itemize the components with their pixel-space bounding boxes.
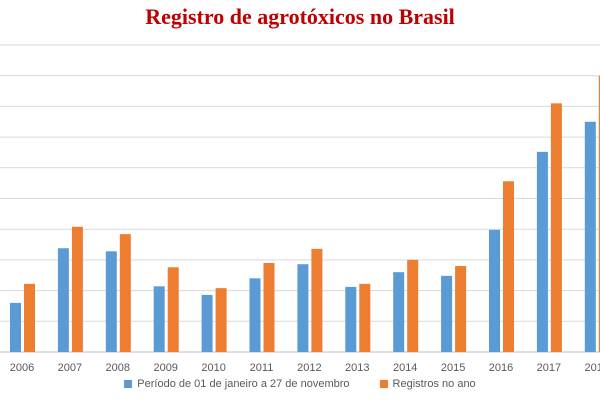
legend-item-year: Registros no ano xyxy=(379,378,476,390)
bar-period-2013 xyxy=(345,286,357,352)
x-tick-label: 2013 xyxy=(345,362,369,374)
bar-period-2008 xyxy=(105,251,117,352)
x-tick-label: 2008 xyxy=(106,362,130,374)
x-tick-label: 2006 xyxy=(10,362,34,374)
bar-period-2006 xyxy=(10,302,21,352)
bar-year-2007 xyxy=(71,226,83,352)
legend-item-period: Período de 01 de janeiro a 27 de novembr… xyxy=(124,378,350,390)
bar-period-2017 xyxy=(536,151,548,352)
bar-period-2015 xyxy=(441,275,453,352)
bar-year-2015 xyxy=(455,266,467,352)
bar-period-2018 xyxy=(584,121,596,352)
x-tick-label: 2007 xyxy=(58,362,82,374)
x-tick-label: 2014 xyxy=(393,362,417,374)
legend: Período de 01 de janeiro a 27 de novembr… xyxy=(0,378,600,390)
bar-period-2009 xyxy=(153,286,165,352)
x-tick-label: 2017 xyxy=(537,362,561,374)
bar-year-2009 xyxy=(167,267,179,352)
bar-year-2012 xyxy=(311,248,323,352)
bar-period-2014 xyxy=(393,272,405,352)
x-tick-label: 2018 xyxy=(585,362,600,374)
x-tick-label: 2012 xyxy=(297,362,321,374)
bar-period-2011 xyxy=(249,278,261,352)
legend-label: Período de 01 de janeiro a 27 de novembr… xyxy=(137,378,350,390)
chart-title: Registro de agrotóxicos no Brasil xyxy=(145,4,455,29)
x-tick-label: 2009 xyxy=(153,362,177,374)
bar-period-2010 xyxy=(201,294,213,352)
legend-swatch-orange xyxy=(379,380,388,388)
x-tick-label: 2010 xyxy=(201,362,225,374)
bar-year-2008 xyxy=(119,234,131,352)
x-tick-label: 2015 xyxy=(441,362,465,374)
legend-label: Registros no ano xyxy=(392,378,476,390)
bar-year-2017 xyxy=(550,103,562,352)
bar-year-2010 xyxy=(215,288,227,352)
bar-year-2013 xyxy=(359,283,371,352)
bar-year-2016 xyxy=(503,181,514,352)
x-tick-label: 2011 xyxy=(250,362,274,374)
bar-year-2018 xyxy=(598,75,600,352)
bar-year-2006 xyxy=(24,283,35,352)
bar-period-2012 xyxy=(297,264,309,352)
bar-year-2014 xyxy=(407,259,419,352)
bar-period-2007 xyxy=(57,248,69,352)
x-tick-label: 2016 xyxy=(489,362,513,374)
legend-swatch-blue xyxy=(124,380,133,388)
bar-period-2016 xyxy=(489,229,500,352)
bar-year-2011 xyxy=(263,262,275,352)
